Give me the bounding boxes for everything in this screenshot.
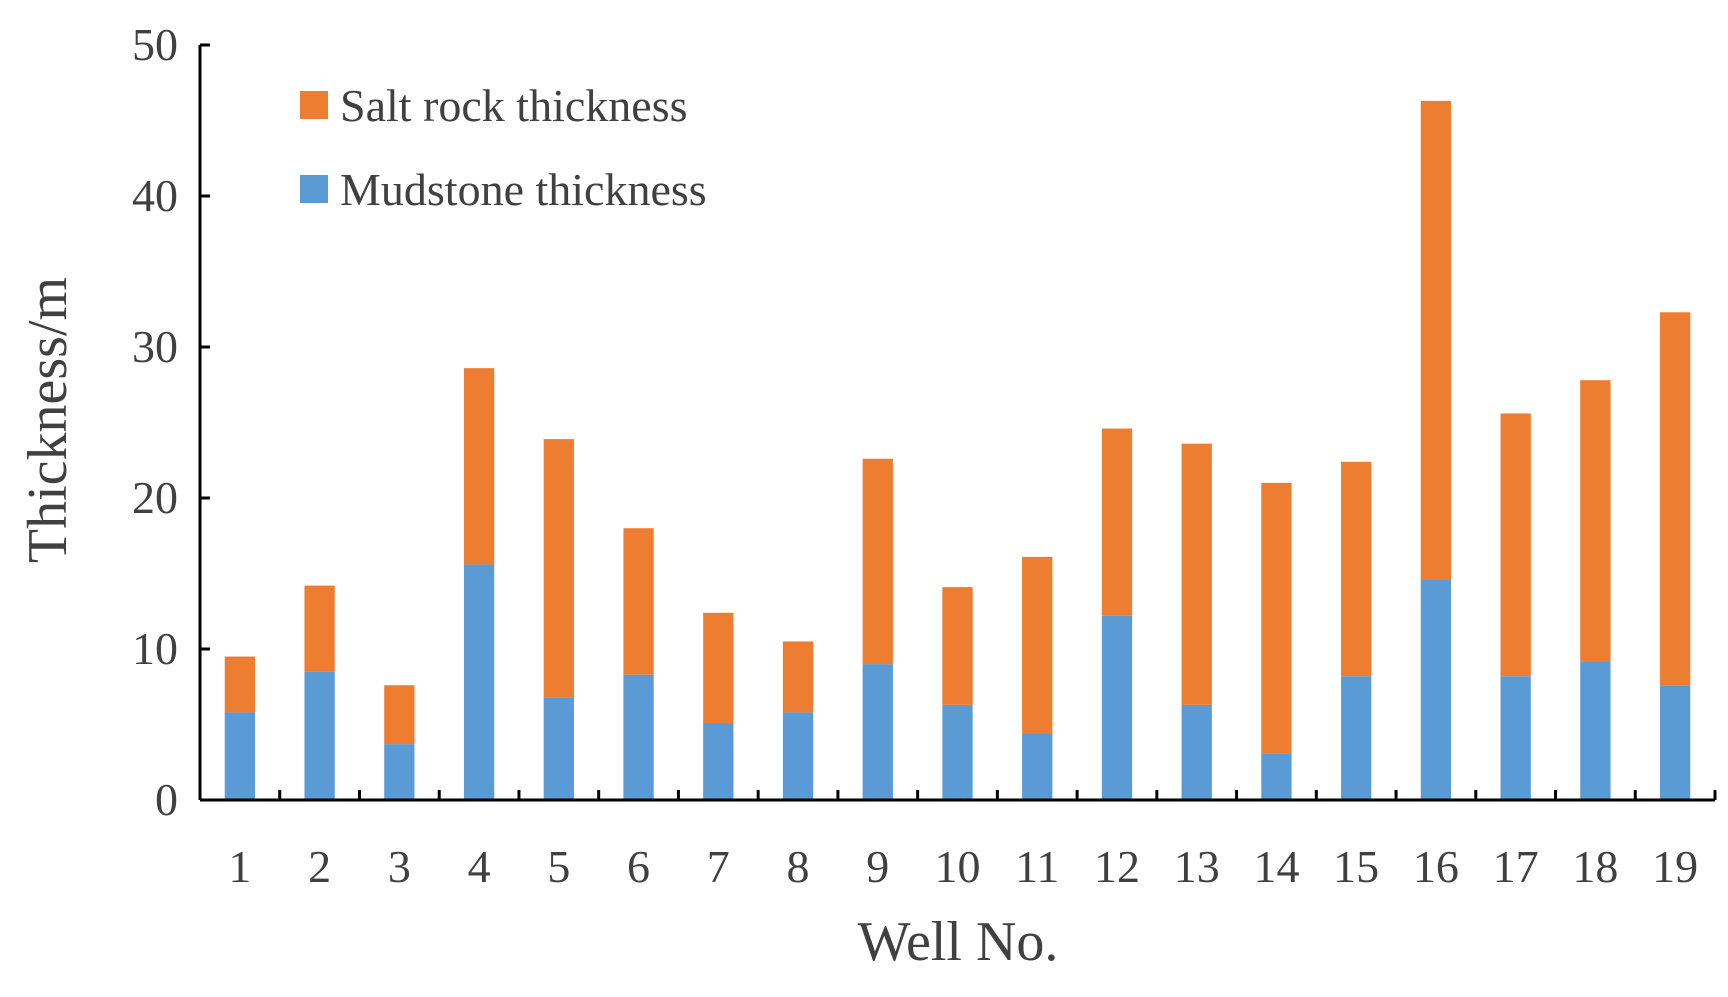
axes-layer <box>198 45 1715 802</box>
x-tick-label-10: 10 <box>935 841 981 892</box>
bar-mudstone-well-9 <box>862 664 893 800</box>
bar-salt-rock-well-5 <box>543 439 574 698</box>
bar-salt-rock-well-7 <box>703 612 734 723</box>
x-tick-label-5: 5 <box>547 841 570 892</box>
x-tick-label-18: 18 <box>1572 841 1618 892</box>
bar-salt-rock-well-13 <box>1181 443 1212 705</box>
bar-salt-rock-well-6 <box>623 528 654 675</box>
x-tick-label-17: 17 <box>1493 841 1539 892</box>
bar-mudstone-well-12 <box>1101 615 1133 800</box>
bar-mudstone-well-5 <box>543 697 574 800</box>
legend-label-salt-rock: Salt rock thickness <box>340 80 688 131</box>
bar-salt-rock-well-4 <box>463 368 495 565</box>
x-tick-label-1: 1 <box>228 841 251 892</box>
bar-salt-rock-well-9 <box>862 458 893 665</box>
bar-salt-rock-well-12 <box>1101 428 1133 616</box>
x-tick-label-11: 11 <box>1015 841 1059 892</box>
y-tick-label-30: 30 <box>132 321 178 372</box>
y-tick-label-40: 40 <box>132 170 178 221</box>
x-tick-label-8: 8 <box>787 841 810 892</box>
x-tick-label-13: 13 <box>1174 841 1220 892</box>
x-tick-label-19: 19 <box>1652 841 1698 892</box>
bar-mudstone-well-6 <box>623 674 654 800</box>
bar-salt-rock-well-18 <box>1580 380 1611 662</box>
legend: Salt rock thickness Mudstone thickness <box>300 80 707 215</box>
bar-salt-rock-well-17 <box>1500 413 1531 677</box>
y-tick-label-50: 50 <box>132 19 178 70</box>
bar-mudstone-well-1 <box>224 712 256 800</box>
x-tick-label-2: 2 <box>308 841 331 892</box>
bar-mudstone-well-19 <box>1659 685 1691 800</box>
bar-salt-rock-well-10 <box>942 587 973 705</box>
bar-mudstone-well-18 <box>1580 661 1611 800</box>
bar-salt-rock-well-19 <box>1659 312 1691 686</box>
bar-salt-rock-well-16 <box>1420 100 1452 580</box>
bar-salt-rock-well-1 <box>224 656 256 713</box>
bar-mudstone-well-15 <box>1341 676 1372 800</box>
bar-mudstone-well-17 <box>1500 676 1531 800</box>
bar-mudstone-well-8 <box>782 712 814 800</box>
bar-salt-rock-well-11 <box>1022 556 1053 734</box>
x-axis-title: Well No. <box>858 911 1059 973</box>
bar-salt-rock-well-3 <box>384 685 415 745</box>
legend-swatch-salt-rock <box>300 91 328 119</box>
bar-salt-rock-well-15 <box>1341 461 1372 677</box>
bar-mudstone-well-16 <box>1420 579 1452 800</box>
bar-mudstone-well-14 <box>1261 753 1292 800</box>
bar-mudstone-well-13 <box>1181 704 1212 800</box>
x-tick-label-16: 16 <box>1413 841 1459 892</box>
bar-salt-rock-well-2 <box>304 585 335 672</box>
x-tick-label-12: 12 <box>1094 841 1140 892</box>
bars-layer <box>224 100 1691 800</box>
x-tick-label-6: 6 <box>627 841 650 892</box>
x-tick-label-9: 9 <box>866 841 889 892</box>
bar-salt-rock-well-14 <box>1261 482 1292 754</box>
y-axis-title: Thickness/m <box>17 277 79 563</box>
bar-salt-rock-well-8 <box>782 641 814 713</box>
x-tick-label-7: 7 <box>707 841 730 892</box>
legend-label-mudstone: Mudstone thickness <box>340 164 707 215</box>
bar-mudstone-well-10 <box>942 704 973 800</box>
x-tick-label-14: 14 <box>1253 841 1299 892</box>
bar-mudstone-well-7 <box>703 722 734 800</box>
bar-mudstone-well-2 <box>304 671 335 800</box>
y-tick-label-0: 0 <box>155 774 178 825</box>
y-tick-label-10: 10 <box>132 623 178 674</box>
x-tick-label-3: 3 <box>388 841 411 892</box>
bar-mudstone-well-11 <box>1022 733 1053 800</box>
x-tick-label-4: 4 <box>468 841 491 892</box>
bar-mudstone-well-3 <box>384 744 415 800</box>
y-tick-label-20: 20 <box>132 472 178 523</box>
legend-swatch-mudstone <box>300 175 328 203</box>
x-tick-label-15: 15 <box>1333 841 1379 892</box>
bar-mudstone-well-4 <box>463 564 495 800</box>
